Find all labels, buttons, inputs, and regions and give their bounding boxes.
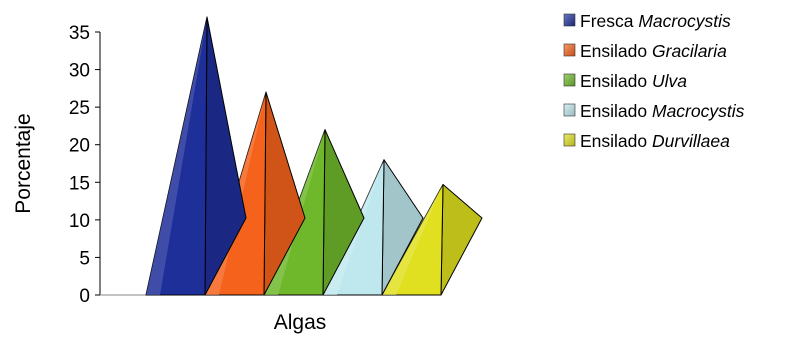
legend-item-4: Ensilado Macrocystis [563,101,745,121]
pyramid-1 [145,16,247,296]
pyramid-highlight [146,16,207,295]
chart-marks [145,16,483,296]
axes: 0 5 10 15 20 25 30 35 Porcentaje Algas [12,23,440,334]
y-tick-label: 35 [69,23,90,44]
legend-label-species: Durvillaea [652,131,730,151]
legend-label-species: Macrocystis [638,11,731,31]
legend-swatch [563,13,576,27]
pyramid-side-face [440,184,483,296]
legend-label-prefix: Ensilado [580,71,652,91]
y-tick-label: 10 [69,211,90,232]
legend-label: Ensilado Gracilaria [580,41,727,61]
legend-label: Ensilado Durvillaea [580,131,730,151]
legend-label: Ensilado Ulva [580,71,687,91]
y-tick-label: 20 [69,136,90,157]
y-axis-title: Porcentaje [12,113,35,213]
legend-swatch [563,133,576,147]
legend-item-1: Fresca Macrocystis [563,11,731,31]
legend-label-prefix: Ensilado [580,41,652,61]
legend-swatch [563,103,576,117]
y-tick-label: 15 [69,173,90,194]
legend-label-species: Ulva [652,71,687,91]
y-tick-label: 25 [69,98,90,119]
legend-label: Fresca Macrocystis [580,11,731,31]
legend-swatch [563,73,576,87]
legend-item-3: Ensilado Ulva [563,71,687,91]
legend-label-species: Gracilaria [652,41,727,61]
legend-item-2: Ensilado Gracilaria [563,41,727,61]
legend-label-prefix: Ensilado [580,131,652,151]
legend-label-prefix: Fresca [580,11,638,31]
legend-label: Ensilado Macrocystis [580,101,745,121]
y-tick-label: 30 [69,61,90,82]
legend-swatch [563,43,576,57]
y-tick-label: 0 [79,286,90,307]
legend-label-prefix: Ensilado [580,101,652,121]
y-tick-label: 5 [79,248,90,269]
legend-item-5: Ensilado Durvillaea [563,131,730,151]
x-axis-title: Algas [274,311,327,334]
legend-label-species: Macrocystis [652,101,745,121]
